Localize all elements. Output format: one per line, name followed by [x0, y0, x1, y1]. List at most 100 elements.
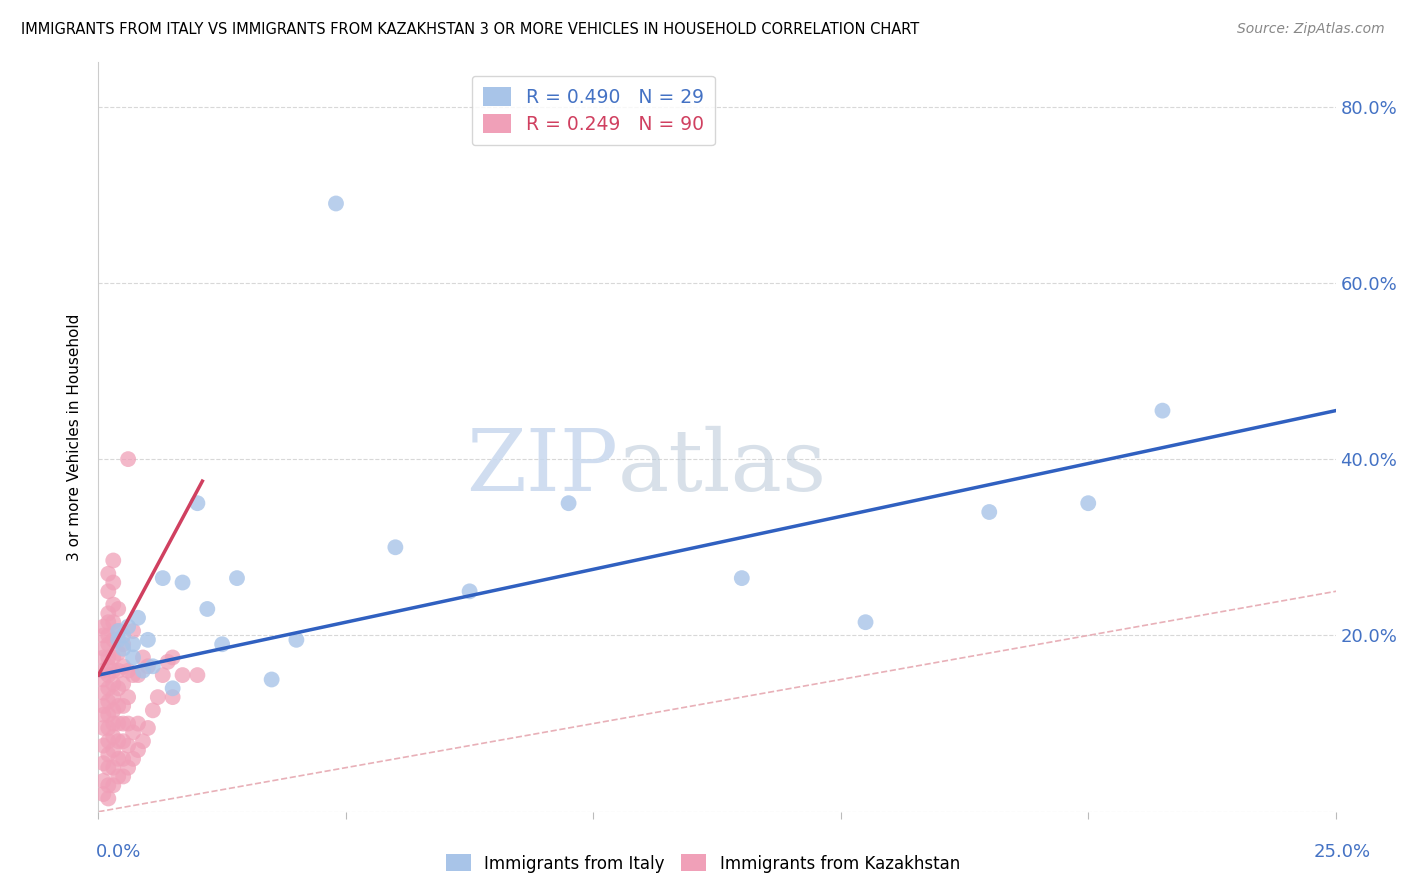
Point — [112, 677, 135, 691]
Point — [103, 650, 125, 665]
Point — [93, 756, 115, 771]
Point — [97, 681, 120, 696]
Point — [458, 584, 481, 599]
Legend: R = 0.490   N = 29, R = 0.249   N = 90: R = 0.490 N = 29, R = 0.249 N = 90 — [471, 76, 716, 145]
Point — [172, 668, 194, 682]
Point — [117, 664, 139, 678]
Point — [325, 196, 347, 211]
Point — [117, 690, 139, 705]
Point — [97, 707, 120, 722]
Text: 25.0%: 25.0% — [1313, 843, 1371, 861]
Point — [112, 734, 135, 748]
Point — [107, 624, 129, 638]
Point — [117, 716, 139, 731]
Point — [146, 690, 169, 705]
Point — [97, 615, 120, 630]
Point — [103, 615, 125, 630]
Point — [127, 668, 149, 682]
Point — [132, 650, 155, 665]
Point — [112, 659, 135, 673]
Point — [117, 619, 139, 633]
Point — [93, 721, 115, 735]
Point — [103, 778, 125, 792]
Point — [97, 734, 120, 748]
Legend: Immigrants from Italy, Immigrants from Kazakhstan: Immigrants from Italy, Immigrants from K… — [439, 847, 967, 880]
Point — [93, 773, 115, 788]
Point — [107, 646, 129, 660]
Point — [112, 637, 135, 651]
Text: IMMIGRANTS FROM ITALY VS IMMIGRANTS FROM KAZAKHSTAN 3 OR MORE VEHICLES IN HOUSEH: IMMIGRANTS FROM ITALY VS IMMIGRANTS FROM… — [21, 22, 920, 37]
Point — [226, 571, 249, 585]
Point — [152, 668, 174, 682]
Point — [103, 632, 125, 647]
Point — [97, 650, 120, 665]
Point — [103, 575, 125, 590]
Point — [112, 641, 135, 656]
Point — [107, 632, 129, 647]
Point — [103, 716, 125, 731]
Point — [979, 505, 1001, 519]
Point — [97, 584, 120, 599]
Point — [93, 739, 115, 753]
Point — [97, 778, 120, 792]
Point — [112, 628, 135, 642]
Point — [285, 632, 308, 647]
Point — [107, 769, 129, 783]
Text: ZIP: ZIP — [467, 425, 619, 508]
Point — [107, 602, 129, 616]
Point — [122, 650, 145, 665]
Text: atlas: atlas — [619, 425, 827, 508]
Point — [186, 496, 208, 510]
Point — [195, 602, 218, 616]
Point — [142, 659, 165, 673]
Point — [127, 743, 149, 757]
Point — [107, 624, 129, 638]
Point — [93, 650, 115, 665]
Point — [97, 628, 120, 642]
Point — [93, 707, 115, 722]
Point — [93, 698, 115, 713]
Point — [107, 716, 129, 731]
Point — [103, 743, 125, 757]
Point — [107, 698, 129, 713]
Point — [136, 632, 159, 647]
Point — [122, 752, 145, 766]
Point — [93, 787, 115, 801]
Point — [97, 607, 120, 621]
Point — [186, 668, 208, 682]
Point — [112, 698, 135, 713]
Point — [136, 721, 159, 735]
Point — [93, 686, 115, 700]
Point — [112, 716, 135, 731]
Point — [103, 730, 125, 744]
Point — [731, 571, 754, 585]
Point — [132, 664, 155, 678]
Point — [93, 664, 115, 678]
Point — [172, 575, 194, 590]
Point — [156, 655, 179, 669]
Point — [152, 571, 174, 585]
Point — [557, 496, 579, 510]
Point — [136, 659, 159, 673]
Point — [162, 650, 184, 665]
Point — [97, 637, 120, 651]
Point — [93, 641, 115, 656]
Point — [122, 668, 145, 682]
Text: 0.0%: 0.0% — [96, 843, 141, 861]
Point — [103, 761, 125, 775]
Point — [97, 694, 120, 708]
Point — [93, 628, 115, 642]
Point — [142, 703, 165, 717]
Point — [260, 673, 283, 687]
Point — [107, 734, 129, 748]
Point — [93, 619, 115, 633]
Point — [103, 598, 125, 612]
Point — [97, 566, 120, 581]
Point — [112, 752, 135, 766]
Point — [107, 752, 129, 766]
Point — [103, 690, 125, 705]
Point — [132, 734, 155, 748]
Point — [97, 659, 120, 673]
Point — [117, 452, 139, 467]
Point — [103, 553, 125, 567]
